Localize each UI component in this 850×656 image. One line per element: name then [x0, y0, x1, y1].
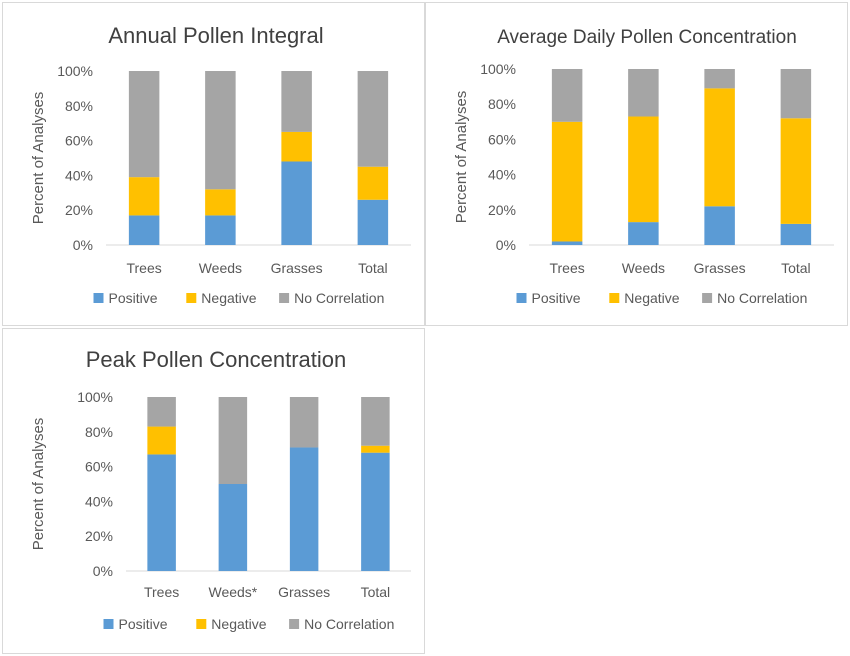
bar-grasses-negative: [281, 131, 312, 162]
legend-label-negative: Negative: [624, 290, 679, 306]
y-tick-label: 80%: [85, 424, 113, 440]
chart-peak-pollen-concentration: Peak Pollen Concentration Percent of Anal…: [30, 347, 411, 632]
bar-total-no-correlation: [357, 71, 389, 167]
bar-trees-positive: [128, 215, 160, 245]
bar-total-negative: [361, 445, 390, 453]
x-tick-label: Weeds: [199, 260, 242, 276]
y-tick-label: 60%: [85, 459, 113, 475]
bar-weeds-no-correlation: [205, 71, 236, 190]
bar-weeds-positive: [218, 484, 248, 571]
y-tick-label: 0%: [496, 237, 516, 253]
x-tick-label: Grasses: [271, 260, 323, 276]
bar-weeds-negative: [628, 116, 659, 223]
y-tick-label: 80%: [65, 98, 93, 114]
y-tick-label: 40%: [65, 167, 93, 183]
bar-weeds-negative: [205, 189, 236, 216]
legend-swatch-no-correlation: [279, 293, 290, 303]
y-tick-label: 40%: [85, 493, 113, 509]
y-tick-label: 100%: [57, 63, 93, 79]
bar-trees-negative: [551, 121, 583, 242]
bar-weeds-no-correlation: [218, 397, 248, 484]
x-tick-label: Trees: [126, 260, 161, 276]
chart-title: Peak Pollen Concentration: [86, 347, 347, 372]
bar-trees-positive: [147, 454, 176, 571]
bar-total-no-correlation: [780, 69, 812, 119]
y-tick-label: 60%: [65, 133, 93, 149]
chart-panel-peak-pollen-concentration: Peak Pollen Concentration Percent of Anal…: [2, 328, 425, 654]
legend-label-negative: Negative: [201, 290, 256, 306]
legend-swatch-negative: [186, 293, 197, 303]
legend-label-no-correlation: No Correlation: [304, 616, 394, 632]
legend-swatch-positive: [516, 293, 527, 303]
y-tick-label: 20%: [488, 202, 516, 218]
y-tick-label: 0%: [93, 563, 113, 579]
bar-weeds-positive: [205, 215, 236, 245]
legend-label-positive: Positive: [532, 290, 581, 306]
bar-grasses-no-correlation: [704, 69, 735, 89]
bar-grasses-no-correlation: [289, 397, 319, 448]
bar-trees-positive: [551, 241, 583, 245]
bar-trees-no-correlation: [128, 71, 160, 178]
bar-trees-negative: [147, 426, 176, 455]
x-tick-label: Grasses: [694, 260, 746, 276]
bar-total-positive: [361, 452, 390, 571]
bar-weeds-positive: [628, 222, 659, 245]
bar-grasses-positive: [704, 206, 735, 245]
y-axis-label: Percent of Analyses: [453, 91, 470, 224]
y-tick-label: 0%: [73, 237, 93, 253]
x-tick-label: Total: [358, 260, 388, 276]
bar-grasses-no-correlation: [281, 71, 312, 132]
bar-total-negative: [780, 118, 812, 224]
bar-grasses-negative: [704, 88, 735, 207]
bar-weeds-no-correlation: [628, 69, 659, 117]
bar-total-positive: [357, 199, 389, 245]
y-tick-label: 60%: [488, 131, 516, 147]
legend-label-negative: Negative: [211, 616, 266, 632]
y-axis-label: Percent of Analyses: [30, 92, 47, 225]
x-tick-label: Trees: [144, 584, 179, 600]
y-tick-label: 100%: [480, 61, 516, 77]
legend-swatch-positive: [93, 293, 104, 303]
legend-label-no-correlation: No Correlation: [717, 290, 807, 306]
legend-label-positive: Positive: [119, 616, 168, 632]
legend-label-no-correlation: No Correlation: [294, 290, 384, 306]
legend-swatch-negative: [196, 619, 207, 629]
bar-total-negative: [357, 166, 389, 200]
bar-trees-no-correlation: [147, 397, 176, 427]
bar-total-positive: [780, 223, 812, 245]
x-tick-label: Grasses: [278, 584, 330, 600]
x-tick-label: Total: [781, 260, 811, 276]
chart-panel-average-daily-pollen-concentration: Average Daily Pollen Concentration Percen…: [425, 2, 848, 326]
x-tick-label: Weeds: [622, 260, 665, 276]
chart-annual-pollen-integral: Annual Pollen Integral Percent of Analyse…: [30, 23, 411, 306]
chart-title: Average Daily Pollen Concentration: [497, 27, 797, 48]
x-tick-label: Total: [361, 584, 391, 600]
bar-grasses-positive: [281, 161, 312, 245]
legend-swatch-no-correlation: [702, 293, 713, 303]
y-tick-label: 20%: [65, 202, 93, 218]
legend-swatch-no-correlation: [289, 619, 300, 629]
bar-total-no-correlation: [361, 397, 390, 446]
legend-swatch-negative: [609, 293, 620, 303]
x-tick-label: Trees: [549, 260, 584, 276]
chart-average-daily-pollen-concentration: Average Daily Pollen Concentration Percen…: [453, 27, 834, 306]
bar-trees-negative: [128, 177, 160, 216]
chart-title: Annual Pollen Integral: [108, 23, 323, 48]
y-tick-label: 40%: [488, 167, 516, 183]
chart-panel-annual-pollen-integral: Annual Pollen Integral Percent of Analyse…: [2, 2, 425, 326]
y-tick-label: 80%: [488, 96, 516, 112]
legend-label-positive: Positive: [109, 290, 158, 306]
y-tick-label: 100%: [77, 389, 113, 405]
bar-grasses-positive: [289, 447, 319, 571]
bar-trees-no-correlation: [551, 69, 583, 122]
x-tick-label: Weeds*: [208, 584, 257, 600]
legend-swatch-positive: [103, 619, 114, 629]
y-axis-label: Percent of Analyses: [30, 418, 47, 551]
y-tick-label: 20%: [85, 528, 113, 544]
